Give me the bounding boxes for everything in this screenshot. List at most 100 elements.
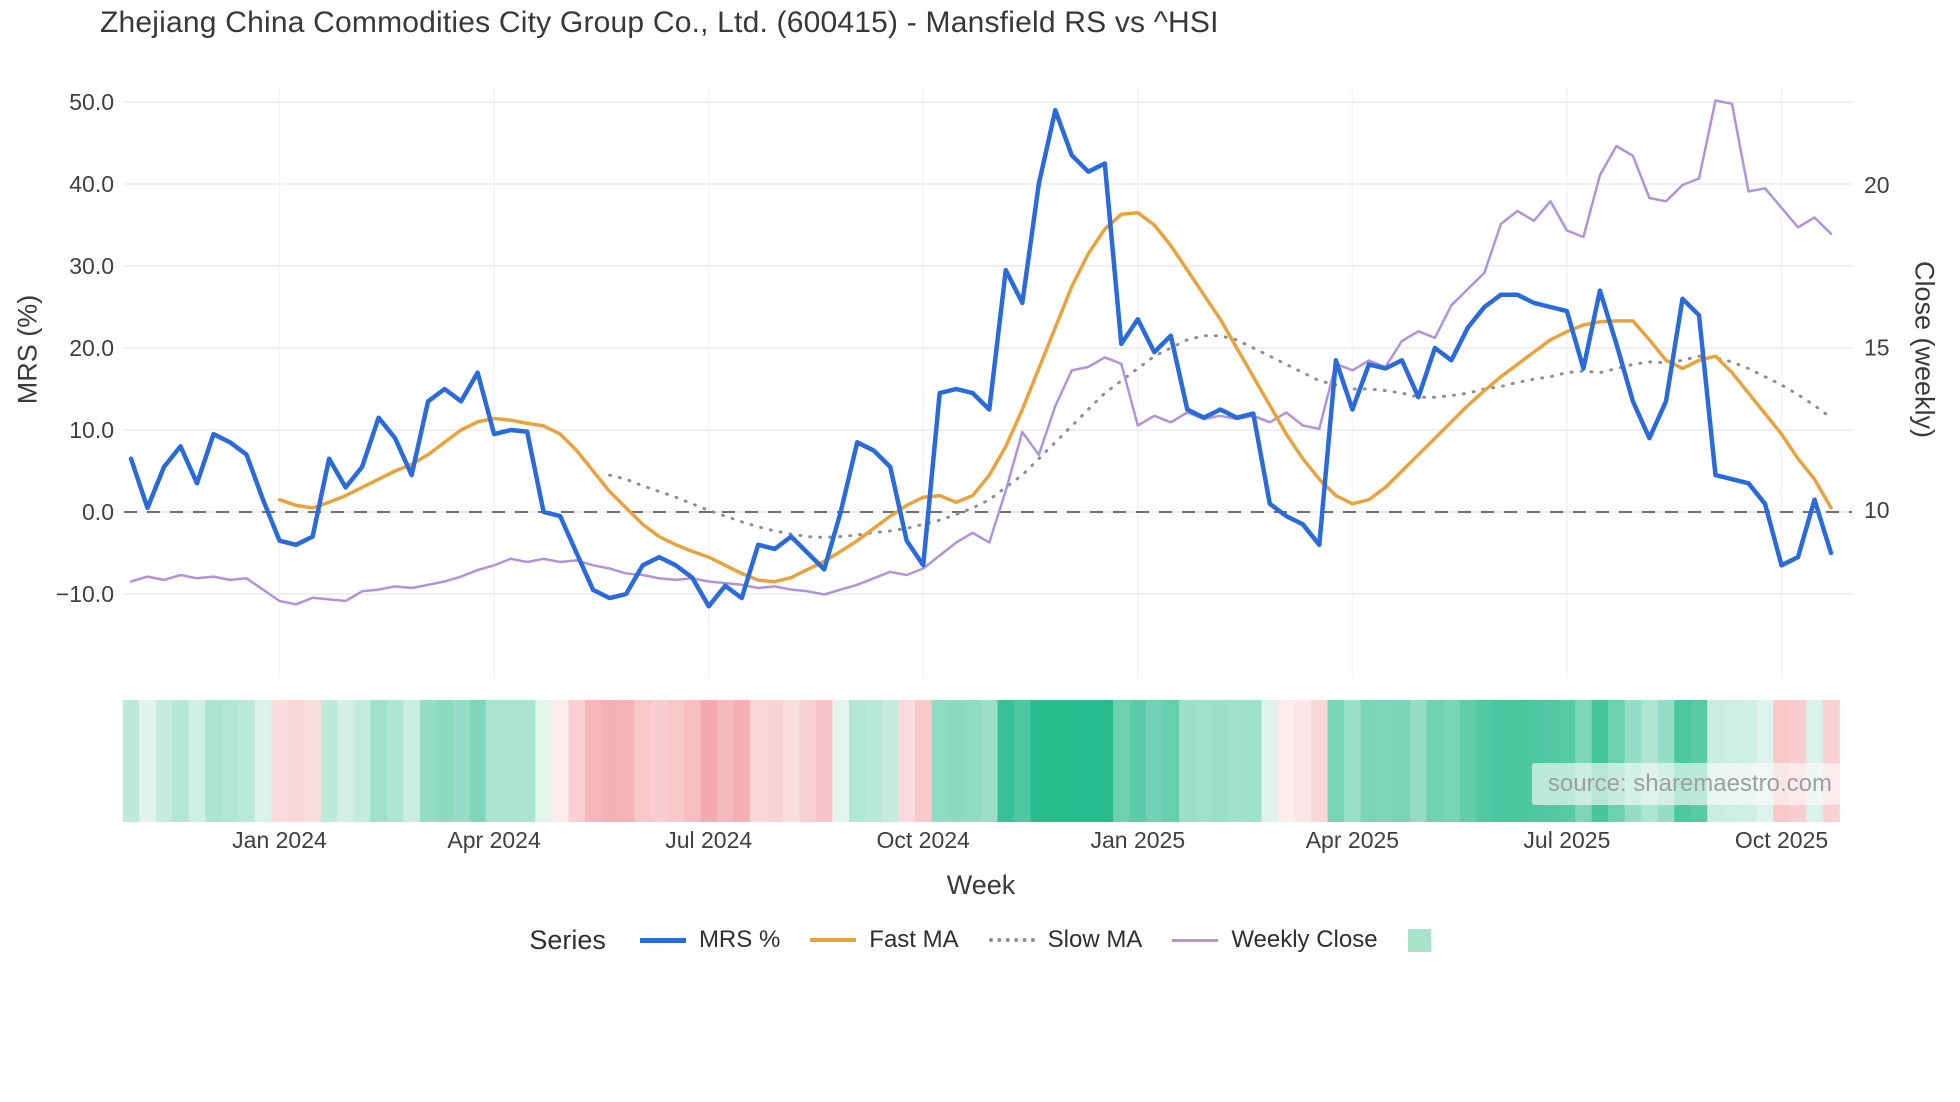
heatmap-cell xyxy=(1047,700,1065,822)
source-watermark: source: sharemaestro.com xyxy=(1531,763,1848,805)
heatmap-cell xyxy=(386,700,404,822)
heatmap-cell xyxy=(436,700,454,822)
heatmap-cell xyxy=(1261,700,1279,822)
heatmap-cell xyxy=(1377,700,1395,822)
y-tick-left: 10.0 xyxy=(69,417,114,443)
heatmap-cell xyxy=(287,700,305,822)
heatmap-cell xyxy=(1294,700,1312,822)
heatmap-cell xyxy=(832,700,850,822)
x-axis-label: Week xyxy=(946,870,1016,900)
y-tick-left: 0.0 xyxy=(82,499,114,525)
y-tick-right: 20 xyxy=(1864,172,1890,198)
heatmap-cell xyxy=(1360,700,1378,822)
x-tick: Apr 2024 xyxy=(447,827,541,853)
legend-item-fast-ma: Fast MA xyxy=(810,926,959,954)
y-tick-left: 30.0 xyxy=(69,253,114,279)
heatmap-cell xyxy=(1113,700,1131,822)
slow-ma-line-swatch xyxy=(988,938,1035,942)
heatmap-cell xyxy=(337,700,355,822)
y-tick-left: 50.0 xyxy=(69,89,114,115)
heatmap-cell xyxy=(749,700,768,822)
heatmap-cell xyxy=(683,700,702,822)
heatmap-cell xyxy=(304,700,322,822)
x-tick: Jan 2024 xyxy=(232,827,327,853)
x-tick: Jul 2025 xyxy=(1523,827,1610,853)
y-tick-right: 15 xyxy=(1864,335,1890,361)
heatmap-cell xyxy=(881,700,900,822)
heatmap-cell xyxy=(518,700,536,822)
heatmap-cell xyxy=(1476,700,1494,822)
heatmap-cell xyxy=(931,700,949,822)
heatmap-cell xyxy=(667,700,685,822)
heatmap-cell xyxy=(1179,700,1197,822)
heatmap-cell xyxy=(1426,700,1444,822)
x-tick: Oct 2025 xyxy=(1735,827,1828,853)
heatmap-cell xyxy=(848,700,867,822)
heatmap-cell xyxy=(568,700,586,822)
weekly-close-line-swatch xyxy=(1172,938,1219,942)
heatmap-cell xyxy=(1063,700,1081,822)
heatmap-cell xyxy=(997,700,1015,822)
heatmap-cell xyxy=(1146,700,1164,822)
heatmap-cell xyxy=(1278,700,1296,822)
heatmap-cell xyxy=(419,700,437,822)
y-tick-left: 40.0 xyxy=(69,171,114,197)
heatmap-cell xyxy=(1030,700,1048,822)
heatmap-cell xyxy=(155,700,173,822)
heatmap-cell xyxy=(452,700,470,822)
heatmap-cell xyxy=(353,700,371,822)
heatmap-cell xyxy=(254,700,272,822)
heatmap-cell xyxy=(221,700,239,822)
y-axis-label-left: MRS (%) xyxy=(12,294,43,405)
heatmap-cell xyxy=(502,700,520,822)
heatmap-cell xyxy=(535,700,553,822)
mrs-line xyxy=(128,107,1834,609)
y-tick-left: −10.0 xyxy=(56,581,114,607)
x-tick: Oct 2024 xyxy=(877,827,971,853)
heatmap-cell xyxy=(865,700,883,822)
heatmap-cell xyxy=(898,700,916,822)
y-tick-right: 10 xyxy=(1864,497,1890,523)
heatmap-cell xyxy=(1245,700,1263,822)
heatmap-cell xyxy=(1459,700,1477,822)
legend-title: Series xyxy=(529,924,606,955)
heatmap-cell xyxy=(403,700,421,822)
heatmap-cell xyxy=(1311,700,1329,822)
heatmap-cell xyxy=(601,700,619,822)
heatmap-cell xyxy=(1129,700,1147,822)
legend-item-label: Slow MA xyxy=(1047,926,1143,953)
heatmap-cell xyxy=(914,700,933,822)
heatmap-cell xyxy=(485,700,503,822)
heatmap-cell xyxy=(947,700,966,822)
y-tick-left: 20.0 xyxy=(69,335,114,361)
heatmap-cell xyxy=(964,700,982,822)
heatmap-cell xyxy=(551,700,569,822)
heatmap-cell xyxy=(238,700,256,822)
heatmap-cell xyxy=(981,700,999,822)
fast-ma-line xyxy=(277,210,1833,584)
heatmap-cell xyxy=(1393,700,1411,822)
legend-item-label: MRS % xyxy=(698,926,781,953)
legend-item-label: Weekly Close xyxy=(1231,926,1378,953)
heatmap-swatch xyxy=(1407,928,1431,952)
heatmap-cell xyxy=(782,700,801,822)
heatmap-cell xyxy=(1014,700,1032,822)
legend: Series MRS % Fast MA Slow MA Weekly Clos… xyxy=(0,922,1960,958)
heatmap-cell xyxy=(188,700,206,822)
legend-item-slow-ma: Slow MA xyxy=(988,926,1143,954)
y-axis-label-right: Close (weekly) xyxy=(1909,260,1940,439)
heatmap-cell xyxy=(1344,700,1362,822)
heatmap-cell xyxy=(139,700,157,822)
heatmap-cell xyxy=(733,700,751,822)
heatmap-cell xyxy=(1080,700,1098,822)
heatmap-cell xyxy=(650,700,668,822)
heatmap-cell xyxy=(1327,700,1345,822)
legend-item-label: Fast MA xyxy=(869,926,959,953)
legend-item-weekly-close: Weekly Close xyxy=(1172,926,1378,954)
heatmap-cell xyxy=(469,700,487,822)
heatmap-cell xyxy=(766,700,784,822)
heatmap-cell xyxy=(172,700,190,822)
weekly-close-line xyxy=(129,99,1833,606)
heatmap-cell xyxy=(1410,700,1428,822)
